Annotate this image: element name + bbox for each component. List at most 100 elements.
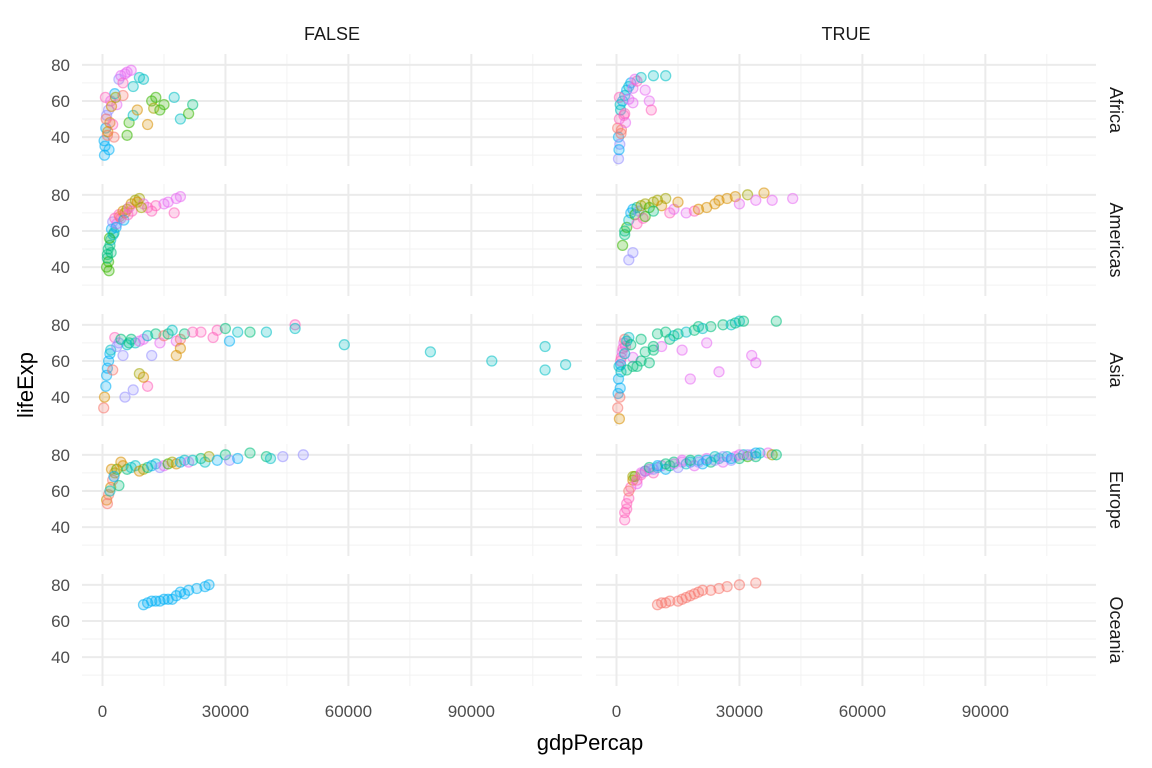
- data-point: [619, 225, 631, 237]
- facet-row-label: Asia: [1106, 352, 1126, 388]
- data-point: [158, 98, 170, 111]
- data-point: [110, 221, 122, 234]
- data-point: [150, 328, 162, 340]
- data-point: [737, 315, 750, 327]
- data-point: [639, 346, 651, 358]
- data-point: [647, 205, 660, 217]
- data-point: [539, 340, 551, 353]
- data-point: [264, 452, 277, 465]
- data-point: [338, 339, 350, 351]
- data-point: [750, 577, 762, 589]
- data-point: [174, 342, 187, 354]
- data-point: [121, 129, 133, 141]
- data-point: [244, 326, 256, 338]
- data-point: [146, 595, 158, 607]
- data-point: [141, 330, 154, 342]
- data-point: [117, 349, 129, 362]
- y-tick-label: 40: [51, 258, 70, 277]
- y-tick-label: 40: [51, 128, 70, 147]
- data-point: [289, 319, 301, 331]
- data-point: [486, 355, 498, 367]
- x-tick-label: 90000: [448, 702, 495, 721]
- data-point: [260, 326, 273, 338]
- data-point: [125, 64, 137, 76]
- y-tick-label: 80: [51, 186, 70, 205]
- data-point: [647, 340, 660, 353]
- data-point: [627, 97, 639, 109]
- facet-row-label: Americas: [1106, 202, 1126, 277]
- facet-panel: [82, 184, 582, 296]
- data-point: [614, 382, 626, 394]
- data-point: [647, 70, 660, 82]
- data-point: [98, 391, 111, 403]
- data-point: [150, 91, 162, 104]
- data-point: [621, 497, 633, 510]
- data-point: [150, 595, 162, 607]
- data-point: [168, 91, 180, 104]
- data-point: [232, 326, 244, 338]
- data-point: [191, 582, 203, 595]
- data-point: [613, 144, 625, 156]
- y-tick-label: 80: [51, 446, 70, 465]
- data-point: [672, 196, 684, 208]
- data-point: [126, 205, 138, 217]
- data-point: [619, 116, 632, 129]
- data-point: [141, 118, 154, 131]
- data-point: [141, 380, 154, 392]
- data-point: [187, 326, 199, 338]
- facet-row-label: Africa: [1106, 87, 1126, 134]
- data-point: [733, 449, 746, 461]
- data-point: [770, 449, 782, 461]
- facet-panel: [82, 574, 582, 686]
- x-tick-label: 0: [98, 702, 107, 721]
- data-point: [613, 413, 626, 425]
- x-tick-label: 60000: [325, 702, 372, 721]
- y-tick-label: 60: [51, 92, 70, 111]
- data-point: [625, 339, 637, 351]
- data-point: [104, 485, 116, 497]
- data-point: [750, 194, 762, 206]
- data-point: [133, 367, 146, 380]
- y-tick-label: 80: [51, 56, 70, 75]
- data-point: [655, 340, 668, 353]
- y-tick-label: 60: [51, 612, 70, 631]
- data-point: [623, 254, 635, 266]
- data-point: [424, 346, 437, 358]
- data-point: [100, 113, 112, 125]
- x-tick-label: 30000: [202, 702, 249, 721]
- data-point: [137, 73, 150, 85]
- data-point: [741, 189, 754, 201]
- data-point: [770, 315, 782, 327]
- data-point: [174, 113, 187, 125]
- data-point: [705, 320, 717, 333]
- data-point: [721, 192, 733, 205]
- data-point: [660, 192, 672, 205]
- data-point: [131, 104, 143, 116]
- data-point: [643, 357, 655, 369]
- data-point: [108, 131, 120, 143]
- data-point: [187, 454, 199, 466]
- data-point: [713, 366, 725, 378]
- data-point: [660, 70, 672, 82]
- data-point: [692, 456, 705, 468]
- y-tick-label: 60: [51, 482, 70, 501]
- data-point: [676, 344, 688, 356]
- data-point: [158, 593, 170, 605]
- data-point: [105, 246, 117, 259]
- data-point: [195, 326, 207, 338]
- data-point: [660, 458, 672, 470]
- data-point: [150, 200, 162, 212]
- data-point: [182, 107, 195, 120]
- y-tick-label: 40: [51, 518, 70, 537]
- data-point: [612, 402, 624, 414]
- data-point: [187, 98, 199, 111]
- facet-column-label: TRUE: [822, 24, 871, 44]
- data-point: [766, 194, 778, 206]
- data-point: [627, 360, 639, 373]
- data-point: [750, 357, 762, 369]
- data-point: [166, 324, 178, 336]
- data-point: [655, 597, 668, 609]
- data-point: [211, 324, 223, 336]
- data-point: [733, 198, 746, 210]
